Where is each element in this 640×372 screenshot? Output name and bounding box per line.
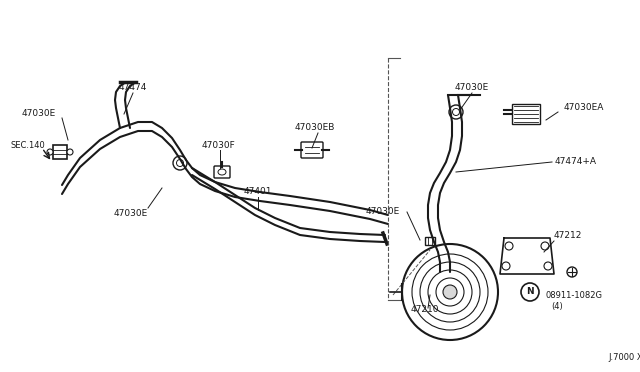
Circle shape [452,109,460,115]
Text: (4): (4) [551,301,563,311]
Text: N: N [526,288,534,296]
Text: 47474: 47474 [119,83,147,93]
Text: 47030E: 47030E [114,208,148,218]
Text: SEC.140: SEC.140 [11,141,45,150]
Circle shape [47,149,53,155]
FancyBboxPatch shape [214,166,230,178]
Circle shape [420,262,480,322]
Text: 47212: 47212 [554,231,582,241]
Circle shape [412,254,488,330]
Text: 47030F: 47030F [201,141,235,150]
Circle shape [502,262,510,270]
Circle shape [567,267,577,277]
Bar [425,237,435,245]
Text: 47210: 47210 [411,305,439,314]
Circle shape [544,262,552,270]
Circle shape [428,270,472,314]
Text: 47030EA: 47030EA [564,103,604,112]
Text: 47401: 47401 [244,187,272,196]
Text: 47474+A: 47474+A [555,157,597,167]
Ellipse shape [218,169,226,175]
Text: 08911-1082G: 08911-1082G [546,292,603,301]
Circle shape [436,278,464,306]
Circle shape [402,244,498,340]
Text: 47030E: 47030E [22,109,56,118]
Text: 47030E: 47030E [365,208,400,217]
FancyBboxPatch shape [512,104,540,124]
Circle shape [449,105,463,119]
FancyBboxPatch shape [301,142,323,158]
Circle shape [67,149,73,155]
Circle shape [173,156,187,170]
Circle shape [505,242,513,250]
Text: 47030E: 47030E [455,83,489,93]
Circle shape [443,285,457,299]
Text: J.7000 X: J.7000 X [608,353,640,362]
FancyBboxPatch shape [53,145,67,159]
Text: 47030EB: 47030EB [295,124,335,132]
Circle shape [541,242,549,250]
Circle shape [177,160,184,167]
Circle shape [521,283,539,301]
